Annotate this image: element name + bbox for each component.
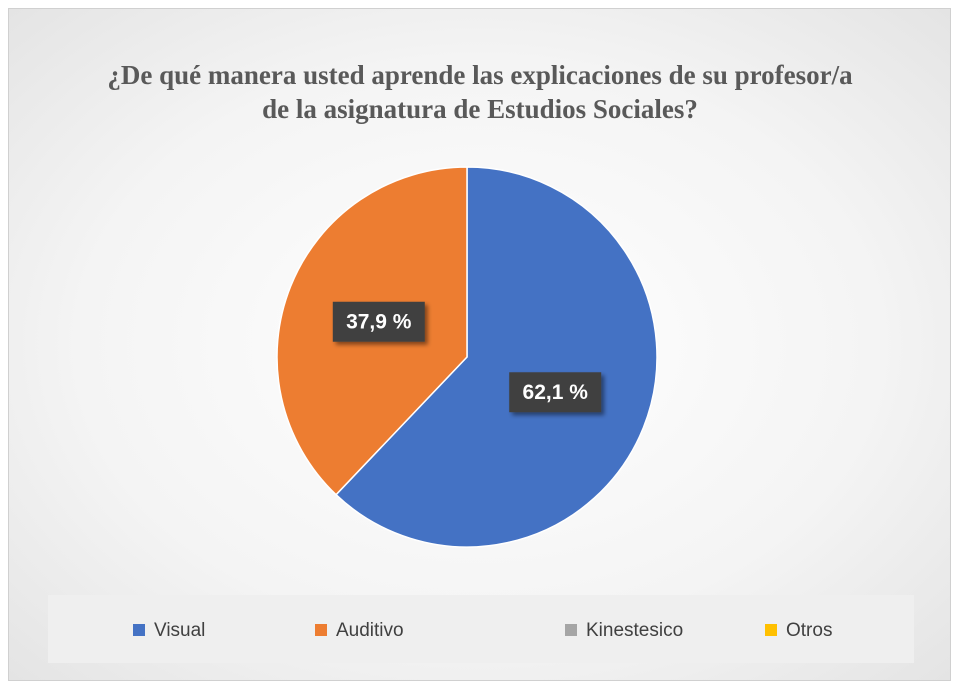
data-label: 37,9 % [346, 310, 412, 333]
legend-swatch [133, 624, 145, 636]
chart-title: ¿De qué manera usted aprende las explica… [107, 60, 853, 124]
data-label-box [332, 301, 425, 342]
legend-swatch [765, 624, 777, 636]
legend-label: Kinestesico [586, 620, 683, 641]
data-label-box [509, 372, 602, 413]
data-label: 62,1 % [523, 381, 589, 404]
legend-swatch [565, 624, 577, 636]
legend-label: Otros [786, 620, 832, 641]
legend-label: Auditivo [336, 620, 404, 641]
legend-label: Visual [154, 620, 205, 641]
pie-slice [335, 166, 658, 548]
legend-swatch [315, 624, 327, 636]
